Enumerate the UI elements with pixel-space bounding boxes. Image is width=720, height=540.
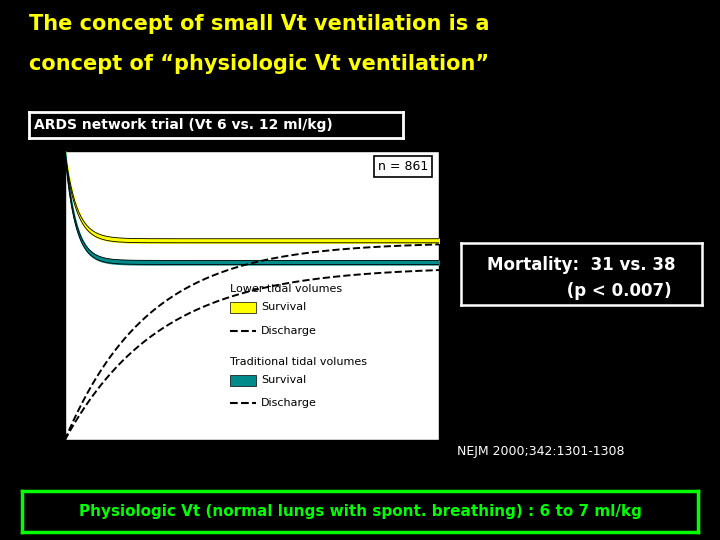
Text: Traditional tidal volumes: Traditional tidal volumes [230,357,366,367]
X-axis label: Days after Randomization: Days after Randomization [171,465,333,478]
Text: ARDS network trial (Vt 6 vs. 12 ml/kg): ARDS network trial (Vt 6 vs. 12 ml/kg) [35,118,333,132]
Text: Mortality:  31 vs. 38: Mortality: 31 vs. 38 [487,256,675,274]
Text: Discharge: Discharge [261,326,318,336]
Text: Survival: Survival [261,302,307,313]
Text: concept of “physiologic Vt ventilation”: concept of “physiologic Vt ventilation” [29,54,489,74]
Text: Lower tidal volumes: Lower tidal volumes [230,284,342,294]
Bar [230,375,256,386]
Text: Discharge: Discharge [261,399,318,408]
Text: (p < 0.007): (p < 0.007) [492,282,671,300]
Text: The concept of small Vt ventilation is a: The concept of small Vt ventilation is a [29,14,490,33]
Text: Physiologic Vt (normal lungs with spont. breathing) : 6 to 7 ml/kg: Physiologic Vt (normal lungs with spont.… [78,504,642,519]
Y-axis label: Proportion of Patients: Proportion of Patients [19,232,32,359]
Text: Survival: Survival [261,375,307,385]
Text: NEJM 2000;342:1301-1308: NEJM 2000;342:1301-1308 [457,446,625,458]
Bar [230,302,256,313]
Text: n = 861: n = 861 [378,160,428,173]
